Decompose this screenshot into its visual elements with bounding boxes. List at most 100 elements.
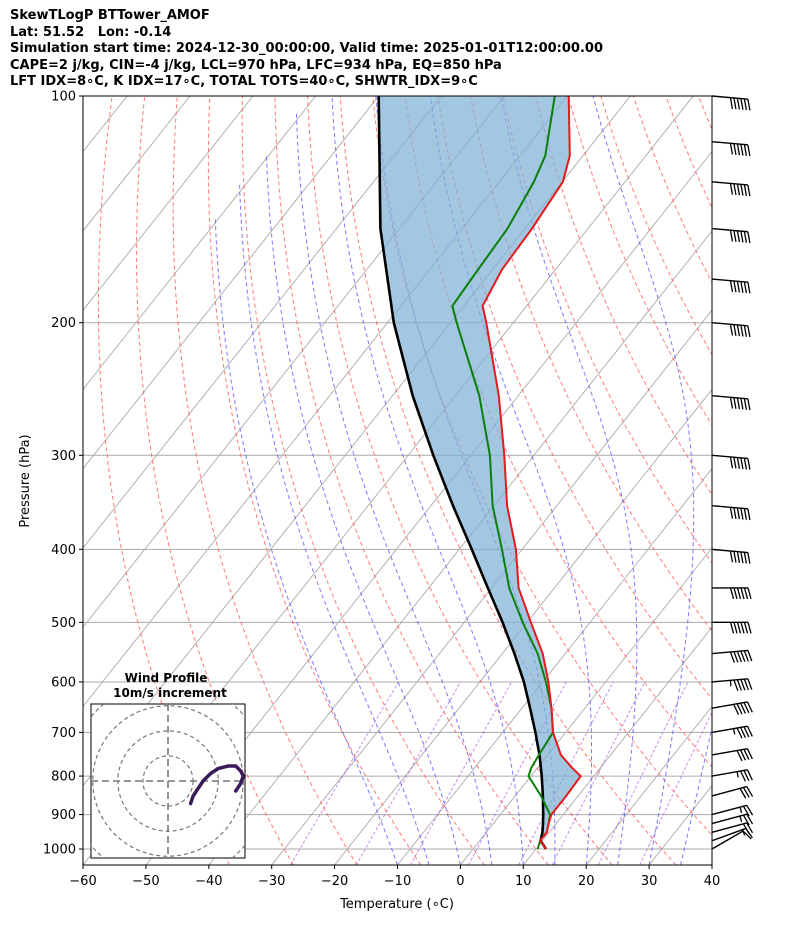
dry-adiabat-line [600,96,712,356]
x-tick-label: −10 [384,874,411,889]
moist-adiabat-line [592,96,695,865]
isotherm-line [522,626,712,865]
x-tick-label: 10 [515,874,532,889]
isotherm-line [585,705,712,865]
isotherm-line [83,96,191,232]
wind-barb [711,725,753,739]
x-tick-label: 40 [704,874,721,889]
moist-adiabat-line [744,96,794,865]
isotherm-line [648,785,712,865]
hodograph-line [188,764,245,806]
isotherm-line [711,864,712,865]
dry-adiabat-line [535,96,712,496]
dry-adiabat-line [172,96,358,865]
indices-line-1: CAPE=2 j/kg, CIN=-4 j/kg, LCL=970 hPa, L… [10,57,502,73]
mixing-ratio-line [551,681,646,865]
cape-shading [378,96,581,849]
parcel-profile-line [377,96,548,850]
wind-barb [711,701,753,715]
x-tick-label: 20 [578,874,595,889]
mixing-ratio-line [355,681,462,865]
y-axis-label: Pressure (hPa) [18,434,33,527]
dry-adiabat-line [274,96,549,865]
isotherm-line [83,96,380,470]
isotherm-line [83,96,317,391]
wind-barb [711,804,754,817]
wind-barb [711,649,753,663]
x-tick-label: −60 [69,874,96,889]
wind-barb [711,141,751,157]
y-tick-label: 600 [51,675,76,690]
wind-barb [712,587,752,600]
mixing-ratio-line [409,681,513,865]
mixing-ratio-line [639,711,712,865]
wind-barb [711,830,752,850]
time-line: Simulation start time: 2024-12-30_00:00:… [10,41,603,56]
dry-adiabat-line [339,96,677,865]
moist-adiabat-line [430,96,592,865]
moist-adiabat-line [711,862,712,865]
y-tick-label: 200 [51,316,76,331]
x-tick-label: −50 [132,874,159,889]
moist-adiabat-line [239,181,430,865]
isotherm-line [83,96,254,311]
temperature-line [481,96,583,850]
wind-barb [711,321,751,338]
wind-barb [712,621,752,634]
chart-header: SkewTLogP BTTower_AMOF Lat: 51.52 Lon: -… [10,8,603,91]
y-tick-label: 800 [51,770,76,785]
x-tick-label: −30 [258,874,285,889]
x-axis-label: Temperature (∘C) [339,897,454,912]
location-line: Lat: 51.52 Lon: -0.14 [10,24,172,40]
x-tick-label: −40 [195,874,222,889]
isotherm-line [0,96,1,865]
moist-adiabat-line [266,155,461,865]
x-tick-label: 30 [641,874,658,889]
isotherm-line [460,547,712,865]
chart-title: SkewTLogP BTTower_AMOF [10,8,210,23]
dry-adiabat-line [307,96,613,865]
mixing-ratio-line [290,681,399,865]
wind-barb [711,227,751,244]
inset-subtitle: 10m/s increment [113,686,227,700]
wind-barb [711,678,753,691]
dry-adiabat-line [698,96,712,131]
y-tick-label: 700 [51,726,76,741]
y-tick-label: 500 [51,616,76,631]
dewpoint-line [451,96,556,850]
x-tick-label: 0 [456,874,464,889]
isotherm-line [775,96,794,865]
wind-barb [711,822,754,835]
isotherm-line [334,388,712,865]
wind-barb [711,785,754,799]
wind-barb [711,394,751,411]
dry-adiabat-line [207,96,422,865]
inset-title: Wind Profile [125,671,208,685]
y-tick-label: 900 [51,808,76,823]
wind-barbs [711,95,754,850]
moist-adiabat-line [295,111,493,865]
wind-barb [711,769,753,782]
wind-barb [711,813,754,826]
axes: −60 −50 −40 −30 −20 −10 0 10 20 30 40 1000 900 800 700… [43,90,720,890]
wind-barb [711,278,751,294]
wind-barb [711,548,751,564]
moist-adiabat-line [500,96,638,865]
indices-line-2: LFT IDX=8∘C, K IDX=17∘C, TOTAL TOTS=40∘C… [10,74,478,89]
isotherm-line [271,309,712,865]
x-tick-label: −20 [321,874,348,889]
dry-adiabat-line [665,96,712,209]
wind-profile-inset [90,703,246,859]
y-tick-label: 300 [51,449,76,464]
wind-barb [711,95,751,111]
wind-barb [711,181,751,197]
isotherm-line [83,96,442,549]
plot-area [0,95,794,865]
wind-barb [711,454,751,470]
wind-barb [711,748,753,762]
y-tick-label: 1000 [43,843,76,858]
dry-adiabat-line [502,96,712,564]
isotherm-line [208,230,712,865]
wind-barb [711,505,751,521]
